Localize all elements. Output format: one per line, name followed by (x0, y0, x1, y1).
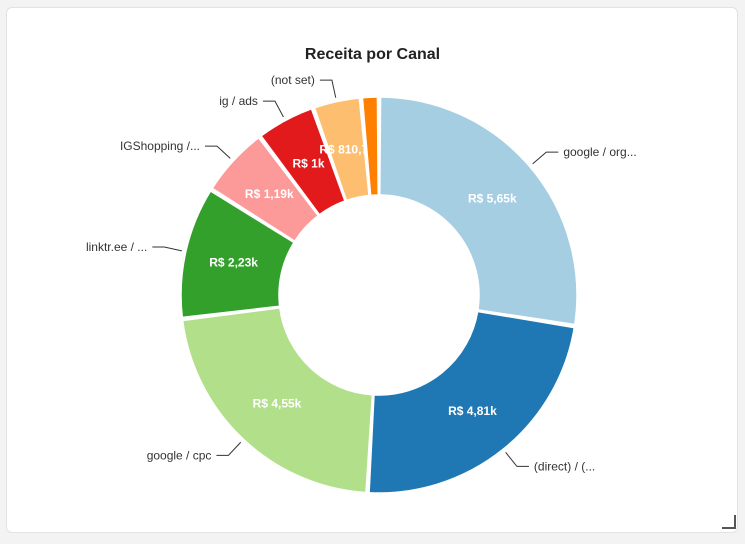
donut-slice[interactable] (180, 189, 295, 319)
donut-slice[interactable] (313, 97, 370, 202)
donut-slice[interactable] (260, 107, 346, 216)
slice-name-label: google / org... (563, 145, 636, 159)
leader-line (262, 100, 284, 118)
slice-name-label: ig / ads (219, 94, 258, 108)
slice-name-label: (direct) / (... (534, 459, 595, 473)
slice-value-label: R$ 4,81k (448, 404, 497, 418)
slice-value-label: R$ 1,19k (245, 187, 294, 201)
chart-title: Receita por Canal (304, 46, 441, 63)
leader-line (319, 79, 337, 98)
slice-value-label: R$ 5,65k (468, 191, 517, 205)
donut-slice[interactable] (181, 307, 374, 494)
slice-name-label: IGShopping /... (120, 139, 200, 153)
donut-slice[interactable] (379, 96, 578, 326)
slice-value-label: R$ 810,73 (319, 142, 375, 156)
slice-value-label: R$ 4,55k (253, 397, 302, 411)
donut-slice[interactable] (211, 136, 320, 243)
leader-line (532, 151, 559, 165)
leader-line (152, 246, 182, 252)
donut-slice[interactable] (361, 96, 379, 197)
slice-name-label: linktr.ee / ... (86, 240, 147, 254)
leader-line (216, 441, 242, 456)
slice-value-label: R$ 2,23k (209, 255, 258, 269)
slice-name-label: (not set) (271, 73, 315, 87)
leader-line (505, 452, 529, 467)
slice-value-label: R$ 1k (293, 157, 325, 171)
resize-handle[interactable] (722, 515, 736, 529)
donut-slice[interactable] (368, 310, 576, 494)
slice-name-label: google / cpc (147, 448, 212, 462)
leader-line (205, 145, 231, 159)
